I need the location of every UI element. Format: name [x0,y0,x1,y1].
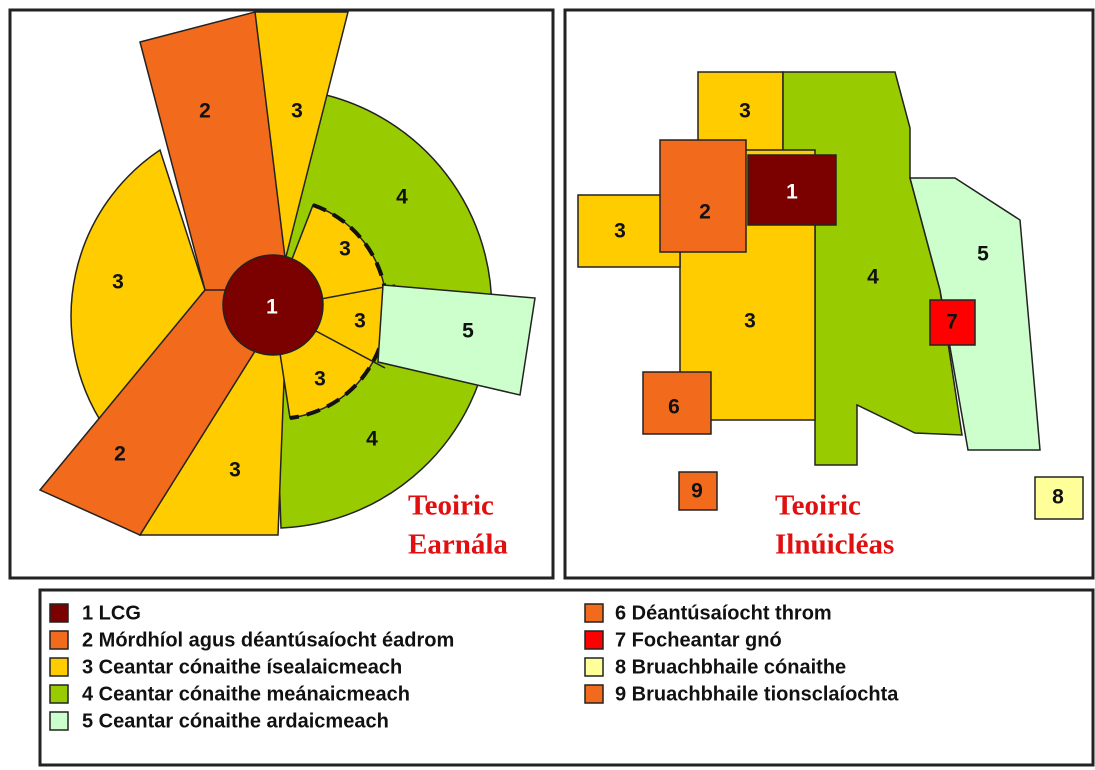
legend-label: 8 Bruachbhaile cónaithe [615,656,846,678]
zone-label: 7 [946,311,958,334]
legend-label: 9 Bruachbhaile tionsclaíochta [615,683,899,705]
nuclei-labels: 3 1 2 3 5 4 7 3 6 9 8 Teoiric Ilnúicléas [614,100,1064,561]
zone-label: 8 [1052,486,1064,509]
panel-title: Ilnúicléas [775,529,894,561]
sector-labels: 2 3 4 3 3 1 3 5 3 4 3 2 Teoiric Earnála [112,100,508,561]
legend-label: 5 Ceantar cónaithe ardaicmeach [82,710,389,732]
zone-2 [659,139,747,253]
zone-label: 4 [867,266,879,289]
legend-label: 6 Déantúsaíocht throm [615,602,832,624]
nuclei-model [577,71,1084,520]
legend-label: 2 Mórdhíol agus déantúsaíocht éadrom [82,629,454,651]
zone-label: 3 [744,310,756,333]
zone-label: 3 [339,238,351,261]
zone-label: 3 [291,100,303,123]
zone-1 [747,154,837,226]
panel-title: Earnála [408,529,508,561]
zone-label: 3 [354,310,366,333]
zone-label: 3 [314,368,326,391]
panel-frame [8,8,555,580]
legend-label: 4 Ceantar cónaithe meánaicmeach [82,683,410,705]
dashed-ring [289,203,389,420]
zone-3 [70,148,206,422]
zone-label: 3 [614,220,626,243]
legend-swatch [49,711,69,731]
legend-swatch [584,657,604,677]
legend-swatch [49,603,69,623]
legend-swatch [49,657,69,677]
legend-frame [38,588,1095,767]
zone-label: 2 [114,443,126,466]
zone-label: 3 [739,100,751,123]
legend-swatch [584,630,604,650]
legend-swatch [584,603,604,623]
sector-model [38,11,536,536]
zone-label: 5 [977,243,989,266]
legend-swatch [584,684,604,704]
panel-title: Teoiric [775,490,861,522]
zone-label: 4 [366,428,378,451]
legend-swatch [49,630,69,650]
zone-label: 3 [229,459,241,482]
zone-7 [929,299,976,346]
zone-label: 1 [786,181,798,204]
zone-label: 3 [112,271,124,294]
panel-title: Teoiric [408,490,494,522]
zone-5 [377,284,536,396]
zone-1 [222,254,324,356]
zone-8 [1034,476,1084,520]
zone-label: 6 [668,396,680,419]
zone-label: 9 [691,480,703,503]
zone-label: 2 [199,100,211,123]
zone-label: 5 [462,320,474,343]
legend: 1 LCG 2 Mórdhíol agus déantúsaíocht éadr… [49,602,899,732]
legend-swatch [49,684,69,704]
zone-label: 1 [266,296,278,319]
zone-9 [678,471,718,511]
zone-label: 2 [699,201,711,224]
legend-label: 3 Ceantar cónaithe ísealaicmeach [82,656,402,678]
legend-label: 1 LCG [82,602,141,624]
legend-label: 7 Focheantar gnó [615,629,782,651]
panel-frame [563,8,1095,580]
zone-6 [642,371,712,435]
zone-label: 4 [396,186,408,209]
